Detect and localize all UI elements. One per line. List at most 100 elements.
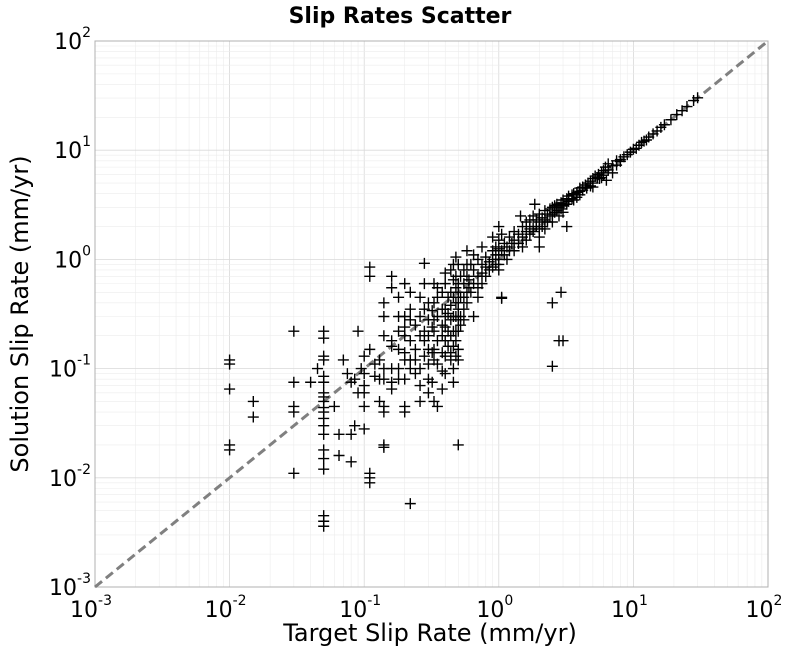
data-point — [517, 241, 529, 253]
data-point — [318, 354, 330, 366]
data-point — [539, 223, 551, 235]
data-point — [305, 376, 317, 388]
data-point — [404, 303, 416, 315]
data-point — [501, 253, 513, 265]
data-point — [503, 231, 515, 243]
data-point — [318, 463, 330, 475]
data-point — [422, 387, 434, 399]
data-point — [288, 467, 300, 479]
data-point — [352, 325, 364, 337]
data-point — [436, 365, 448, 377]
data-point — [681, 101, 693, 113]
data-point — [352, 387, 364, 399]
data-point — [393, 343, 405, 355]
grid — [94, 40, 769, 588]
data-point — [487, 231, 499, 243]
chart-title: Slip Rates Scatter — [289, 4, 512, 29]
data-point — [627, 143, 639, 155]
data-point — [378, 330, 390, 342]
data-point — [439, 335, 451, 347]
data-point — [493, 221, 505, 233]
data-point — [555, 286, 567, 298]
data-point — [333, 450, 345, 462]
data-point — [472, 291, 484, 303]
data-point — [318, 332, 330, 344]
data-point — [247, 411, 259, 423]
data-point — [533, 231, 545, 243]
identity-reference-line — [94, 39, 769, 589]
data-point — [557, 335, 569, 347]
data-point — [288, 376, 300, 388]
y-tick-label: 100 — [54, 243, 91, 273]
data-point — [414, 310, 426, 322]
data-point — [445, 330, 457, 342]
data-point — [447, 363, 459, 375]
data-point — [515, 210, 527, 222]
data-point — [418, 278, 430, 290]
data-point — [378, 406, 390, 418]
data-point — [536, 221, 548, 233]
data-point — [461, 245, 473, 257]
data-point — [418, 303, 430, 315]
x-tick-label: 101 — [611, 593, 648, 623]
data-point — [349, 420, 361, 432]
data-point — [584, 180, 596, 192]
data-point — [598, 169, 610, 181]
data-point — [546, 360, 558, 372]
data-point — [247, 395, 259, 407]
data-point — [409, 354, 421, 366]
x-tick-label: 100 — [476, 593, 513, 623]
data-point — [318, 520, 330, 532]
data-point — [439, 267, 451, 279]
data-point — [312, 363, 324, 375]
data-point — [461, 297, 473, 309]
data-point — [496, 292, 508, 304]
data-point — [414, 380, 426, 392]
data-point — [607, 167, 619, 179]
data-point — [224, 358, 236, 370]
data-point — [358, 368, 370, 380]
data-point — [386, 383, 398, 395]
data-point — [426, 305, 438, 317]
data-point — [358, 400, 370, 412]
data-point — [546, 216, 558, 228]
data-point — [493, 264, 505, 276]
data-point — [418, 350, 430, 362]
data-point — [341, 368, 353, 380]
data-point — [431, 358, 443, 370]
data-point — [480, 270, 492, 282]
data-point — [288, 325, 300, 337]
data-point — [445, 264, 457, 276]
y-tick-label: 102 — [54, 25, 91, 55]
data-point — [450, 335, 462, 347]
data-point — [445, 299, 457, 311]
x-tick-label: 10-3 — [70, 593, 112, 623]
x-tick-label: 10-1 — [339, 593, 381, 623]
data-point — [596, 172, 608, 184]
data-point — [409, 319, 421, 331]
data-point — [436, 319, 448, 331]
data-point — [465, 258, 477, 270]
data-point — [399, 310, 411, 322]
data-point — [436, 383, 448, 395]
data-point — [393, 363, 405, 375]
data-point — [566, 193, 578, 205]
y-tick-label: 10-2 — [49, 462, 91, 492]
data-point — [224, 444, 236, 456]
data-point — [561, 198, 573, 210]
data-point — [399, 406, 411, 418]
data-point — [431, 291, 443, 303]
data-point — [364, 261, 376, 273]
data-point — [364, 477, 376, 489]
y-tick-label: 101 — [54, 134, 91, 164]
data-point — [557, 206, 569, 218]
data-point — [546, 297, 558, 309]
data-point — [333, 428, 345, 440]
data-point — [418, 257, 430, 269]
data-point — [364, 270, 376, 282]
data-point — [561, 221, 573, 233]
data-point — [337, 354, 349, 366]
data-point — [386, 270, 398, 282]
data-point — [640, 134, 652, 146]
data-point — [378, 373, 390, 385]
